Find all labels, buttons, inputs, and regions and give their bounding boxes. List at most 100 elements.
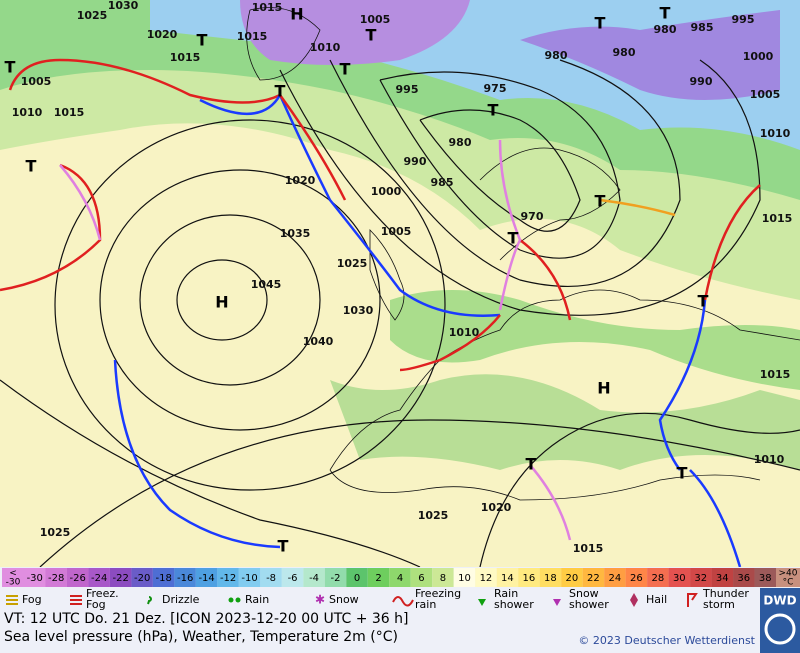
legend: DWD VT: 12 UTC Do. 21 Dez. [ICON 2023-12…	[0, 567, 800, 653]
legend-item: Fog	[6, 593, 42, 606]
legend-item-label: shower	[569, 598, 609, 611]
pressure-label: 995	[732, 13, 755, 26]
scale-cell	[625, 568, 648, 587]
pressure-label: 1005	[750, 88, 781, 101]
scale-cell	[561, 568, 583, 587]
temperature-zone	[330, 374, 800, 470]
isobars	[0, 59, 800, 567]
scale-cell	[152, 568, 175, 587]
icon-snow: ✱	[315, 593, 325, 607]
scale-cell	[303, 568, 325, 587]
scale-label: -12	[220, 573, 236, 584]
scale-cell	[733, 568, 755, 587]
low-pressure: T	[278, 537, 289, 556]
pressure-label: 1020	[481, 501, 512, 514]
pressure-label: 980	[545, 49, 568, 62]
scale-label: 36	[737, 573, 750, 584]
scale-label: 12	[480, 573, 493, 584]
scale-cell	[754, 568, 776, 587]
scale-cell	[195, 568, 218, 587]
high-pressure: H	[290, 5, 303, 24]
scale-label: 32	[694, 573, 707, 584]
pressure-label: 1025	[337, 257, 368, 270]
legend-item-label: Fog	[22, 593, 42, 606]
icon-rain-shower	[478, 599, 486, 606]
icon-fog	[6, 595, 18, 605]
pressure-label: 1010	[754, 453, 785, 466]
icon-snow-shower	[553, 599, 561, 606]
legend-item-label: Snow	[329, 593, 359, 606]
scale-label: 26	[630, 573, 643, 584]
pressure-label: 1030	[108, 0, 139, 12]
scale-cell	[604, 568, 626, 587]
icon-hail	[630, 593, 638, 607]
pressure-label: 1020	[147, 28, 178, 41]
scale-cell	[45, 568, 67, 587]
scale-cell	[346, 568, 368, 587]
low-pressure: T	[340, 60, 351, 79]
pressure-label: 975	[484, 82, 507, 95]
scale-cell	[174, 568, 196, 587]
scale-cell	[88, 568, 110, 587]
low-pressure: T	[488, 101, 499, 120]
pressure-label: 990	[690, 75, 713, 88]
legend-item-label: Thunder	[702, 587, 749, 600]
scale-label: -28	[48, 573, 64, 584]
scale-high-label: °C	[783, 578, 794, 588]
scale-label: -6	[288, 573, 298, 584]
pressure-label: 1015	[54, 106, 85, 119]
pressure-label: 990	[404, 155, 427, 168]
pressure-label: 980	[449, 136, 472, 149]
scale-cell	[217, 568, 239, 587]
low-pressure: T	[698, 292, 709, 311]
scale-low-cell	[2, 568, 24, 587]
legend-item-label: Drizzle	[162, 593, 200, 606]
scale-label: -18	[155, 573, 171, 584]
fronts	[0, 58, 761, 567]
pressure-label: 995	[396, 83, 419, 96]
high-pressure: H	[215, 293, 228, 312]
logo-text: DWD	[763, 594, 796, 608]
temperature-zone	[520, 10, 780, 100]
scale-low-label: -30	[6, 578, 21, 588]
legend-item-label: Freezing	[415, 587, 461, 600]
pressure-label: 1015	[760, 368, 791, 381]
legend-item: Rain	[228, 593, 269, 606]
scale-cell	[475, 568, 497, 587]
low-pressure: T	[526, 455, 537, 474]
scale-label: -2	[331, 573, 341, 584]
scale-label: -4	[309, 573, 319, 584]
scale-label: -8	[266, 573, 276, 584]
pressure-label: 980	[654, 23, 677, 36]
pressure-label: 1020	[285, 174, 316, 187]
pressure-label: 1030	[343, 304, 374, 317]
icon-drizzle	[147, 596, 152, 605]
scale-cell	[647, 568, 669, 587]
pressure-label: 1040	[303, 335, 334, 348]
icon-rain	[228, 597, 234, 603]
legend-item: Freez.Fog	[70, 587, 119, 611]
legend-item: Drizzle	[147, 593, 200, 606]
scale-cell	[109, 568, 132, 587]
scale-cell	[690, 568, 712, 587]
scale-cell	[324, 568, 347, 587]
pressure-label: 970	[521, 210, 544, 223]
scale-label: 8	[440, 573, 446, 584]
legend-item-label: Freez.	[86, 587, 119, 600]
low-pressure: T	[508, 229, 519, 248]
icon-freezing-fog	[70, 595, 82, 605]
legend-item-label: Snow	[569, 587, 599, 600]
legend-item-label: rain	[415, 598, 436, 611]
map-labels: 1030102510201015101510151010100510051010…	[5, 0, 793, 556]
scale-label: -20	[134, 573, 150, 584]
pressure-label: 1025	[418, 509, 449, 522]
scale-cell	[131, 568, 153, 587]
low-pressure: T	[197, 31, 208, 50]
pressure-label: 980	[613, 46, 636, 59]
pressure-label: 1000	[371, 185, 402, 198]
pressure-label: 1015	[237, 30, 268, 43]
scale-label: 0	[354, 573, 360, 584]
